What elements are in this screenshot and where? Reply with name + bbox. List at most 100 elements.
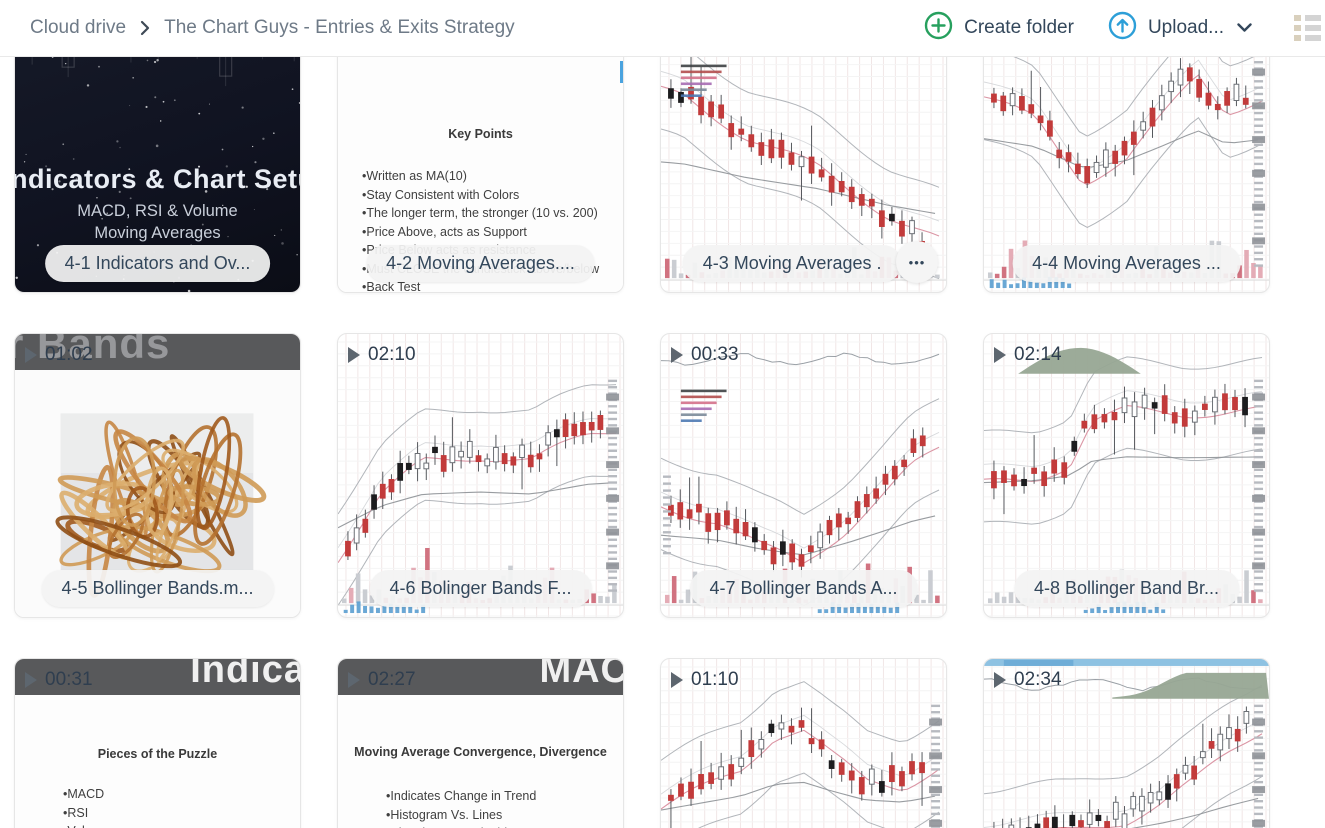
photo-thumbnail: r Bands [15, 334, 300, 617]
video-filename: 4-8 Bollinger Band Br... [1033, 578, 1220, 598]
more-options-button[interactable]: ••• [896, 241, 938, 283]
list-view-toggle-icon[interactable] [1292, 13, 1323, 43]
create-folder-button[interactable]: Create folder [924, 11, 1074, 46]
video-duration-badge: 02:34 [994, 669, 1062, 691]
video-filename: 4-1 Indicators and Ov... [64, 253, 251, 273]
video-tile-4-3[interactable]: 4-3 Moving Averages . ••• [660, 57, 947, 293]
upload-label: Upload... [1147, 17, 1224, 38]
video-filename-pill: 4-3 Moving Averages . [682, 245, 902, 282]
header-bar: Cloud drive The Chart Guys - Entries & E… [0, 0, 1325, 57]
bullet: Indicates Change in Trend [386, 787, 554, 806]
upload-button[interactable]: Upload... [1108, 11, 1252, 46]
play-icon [348, 347, 360, 363]
video-duration-badge: 01:10 [671, 669, 739, 691]
cropped-slide-title: r Bands [15, 334, 171, 367]
candlestick-chart-graphic [661, 659, 946, 828]
video-tile-4-8[interactable]: 02:14 4-8 Bollinger Band Br... [983, 333, 1270, 618]
duration-text: 00:31 [45, 669, 93, 690]
duration-text: 02:10 [368, 344, 416, 365]
candlestick-chart-graphic [984, 659, 1269, 828]
slide-header-strip: MAC [338, 659, 623, 695]
header-actions: Create folder Upload... [924, 11, 1325, 46]
duration-text: 00:33 [691, 344, 739, 365]
video-tile-row3-3[interactable]: 01:10 [660, 658, 947, 828]
candlestick-chart-thumbnail [984, 659, 1269, 828]
play-icon [994, 347, 1006, 363]
play-icon [25, 672, 37, 688]
breadcrumb-current-folder[interactable]: The Chart Guys - Entries & Exits Strateg… [164, 17, 515, 38]
slide-thumbnail: MAC Moving Average Convergence, Divergen… [338, 659, 623, 828]
video-tile-4-6[interactable]: 02:10 4-6 Bolinger Bands F... [337, 333, 624, 618]
play-icon [348, 672, 360, 688]
breadcrumb: Cloud drive The Chart Guys - Entries & E… [0, 17, 924, 39]
video-filename: 4-7 Bollinger Bands A... [709, 578, 898, 598]
video-filename: 4-2 Moving Averages.... [386, 253, 575, 273]
upload-arrow-circle-icon [1108, 11, 1137, 46]
slide-title: Pieces of the Puzzle [97, 747, 218, 761]
slide-subtitle: Moving Averages [94, 224, 221, 242]
slide-header-strip: r Bands [15, 334, 300, 370]
play-icon [25, 347, 37, 363]
video-filename-pill: 4-5 Bollinger Bands.m... [41, 570, 274, 607]
slide-bullet-list: MACD RSI Volume [63, 785, 109, 828]
bullet: Signals Unsustainable Moves [386, 824, 554, 828]
video-tile-row3-2[interactable]: MAC Moving Average Convergence, Divergen… [337, 658, 624, 828]
cropped-slide-title: MAC [539, 659, 623, 691]
video-duration-badge: 02:14 [994, 344, 1062, 366]
bullet: Written as MA(10) [362, 167, 599, 186]
video-filename-pill: 4-2 Moving Averages.... [366, 245, 595, 282]
duration-text: 01:10 [691, 669, 739, 690]
video-filename-pill: 4-8 Bollinger Band Br... [1013, 570, 1240, 607]
file-grid-viewport: Indicators & Chart Setup MACD, RSI & Vol… [0, 57, 1325, 828]
video-tile-4-5[interactable]: r Bands 01:02 4-5 Bollinger Bands.m... [14, 333, 301, 618]
video-filename: 4-4 Moving Averages ... [1032, 253, 1221, 273]
bullet: Histogram Vs. Lines [386, 806, 554, 825]
slide-title: Moving Average Convergence, Divergence [354, 745, 607, 759]
slide-subtitle: MACD, RSI & Volume [77, 202, 238, 220]
plus-circle-icon [924, 11, 953, 46]
bullet: MACD [63, 785, 109, 804]
bullet: Back Test [362, 278, 599, 292]
duration-text: 01:02 [45, 344, 93, 365]
breadcrumb-separator-icon [140, 20, 150, 36]
slide-title: Indicators & Chart Setup [14, 164, 300, 194]
video-filename-pill: 4-6 Bolinger Bands F... [369, 570, 592, 607]
play-icon [671, 672, 683, 688]
duration-text: 02:14 [1014, 344, 1062, 365]
video-duration-badge: 02:10 [348, 344, 416, 366]
duration-text: 02:27 [368, 669, 416, 690]
video-filename-pill: 4-1 Indicators and Ov... [44, 245, 271, 282]
video-duration-badge: 00:31 [25, 669, 93, 691]
video-filename-pill: 4-4 Moving Averages ... [1012, 245, 1241, 282]
video-duration-badge: 02:27 [348, 669, 416, 691]
video-filename-pill: 4-7 Bollinger Bands A... [689, 570, 918, 607]
video-tile-4-4[interactable]: 4-4 Moving Averages ... [983, 57, 1270, 293]
slide-header-strip: Indica [15, 659, 300, 695]
video-tile-4-2[interactable]: Key Points Written as MA(10) Stay Consis… [337, 57, 624, 293]
bullet: Volume [63, 822, 109, 828]
bullet: Stay Consistent with Colors [362, 186, 599, 205]
video-filename: 4-3 Moving Averages . [702, 253, 882, 273]
slide-thumbnail: Indica Pieces of the Puzzle MACD RSI Vol… [15, 659, 300, 828]
video-tile-4-1[interactable]: Indicators & Chart Setup MACD, RSI & Vol… [14, 57, 301, 293]
candlestick-chart-thumbnail [661, 659, 946, 828]
video-tile-row3-1[interactable]: Indica Pieces of the Puzzle MACD RSI Vol… [14, 658, 301, 828]
bullet: Price Above, acts as Support [362, 223, 599, 242]
file-grid: Indicators & Chart Setup MACD, RSI & Vol… [14, 57, 1325, 828]
play-icon [671, 347, 683, 363]
video-tile-row3-4[interactable]: 02:34 [983, 658, 1270, 828]
video-filename: 4-6 Bolinger Bands F... [389, 578, 572, 598]
duration-text: 02:34 [1014, 669, 1062, 690]
slide-title: Key Points [448, 127, 513, 141]
bullet: RSI [63, 804, 109, 823]
slide-bullet-list: Indicates Change in Trend Histogram Vs. … [386, 787, 554, 828]
video-duration-badge: 00:33 [671, 344, 739, 366]
rubber-bands-photo-graphic [55, 413, 267, 598]
slide-text: Indicators & Chart Setup MACD, RSI & Vol… [15, 164, 300, 243]
video-tile-4-7[interactable]: 00:33 4-7 Bollinger Bands A... [660, 333, 947, 618]
breadcrumb-cloud-drive[interactable]: Cloud drive [30, 17, 127, 38]
video-duration-badge: 01:02 [25, 344, 93, 366]
play-icon [994, 672, 1006, 688]
player-scrollbar-fragment [620, 61, 623, 83]
create-folder-label: Create folder [964, 17, 1074, 38]
